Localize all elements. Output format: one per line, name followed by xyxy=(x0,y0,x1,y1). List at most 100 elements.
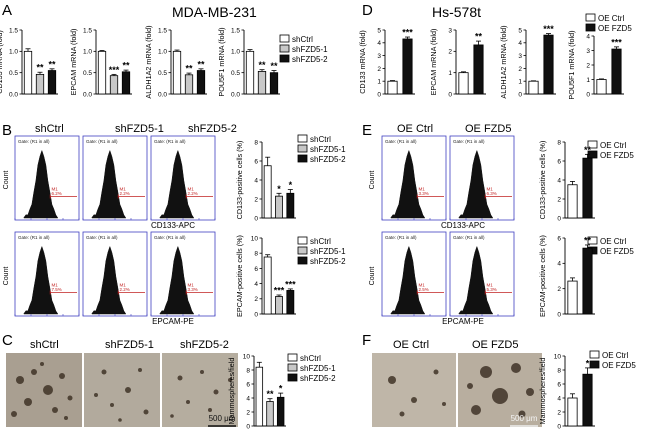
chart-a1-bar-2 xyxy=(47,70,57,95)
chart-d1-sig-1: *** xyxy=(402,28,413,38)
chart-d2: 0 1 2 3 EPCAM mRNA (fold) ** xyxy=(429,27,486,98)
chart-b1-ticklabel-3: 6 xyxy=(254,158,258,165)
chart-a1-ticklabel-3: 1.5 xyxy=(9,27,18,34)
chart-b2-ticklabel-4: 8 xyxy=(254,251,258,258)
scale-bar-label-f: 500 μm xyxy=(511,414,538,423)
flow-b1-1-m1: M1 xyxy=(119,186,126,191)
chart-a3-ticklabel-0: 0.0 xyxy=(158,91,167,98)
flow-header-oe-ctrl: OE Ctrl xyxy=(397,123,433,135)
chart-c1-ticklabel-2: 4 xyxy=(246,395,250,402)
flow-e2-1-pct: 5.3% xyxy=(486,287,496,292)
chart-a2-bar-2 xyxy=(121,71,131,95)
legend-e2-label-1: OE Ctrl xyxy=(600,237,626,246)
chart-d3-ylabel: ALDH1A2 mRNA (fold) xyxy=(499,25,508,98)
chart-a1-ylabel: CD133 mRNA (fold) xyxy=(0,30,4,94)
chart-e2-bar-1 xyxy=(582,247,593,315)
chart-e2-ylabel: EPCAM-positive cells (%) xyxy=(538,235,547,317)
chart-d4-ylabel: POU5F1 mRNA (fold) xyxy=(567,30,576,99)
sphere-21 xyxy=(228,378,232,382)
chart-a3: 0.0 0.5 1.0 1.5 ALDH1A2 mRNA (fold) ** ** xyxy=(144,25,207,99)
chart-f1: 0 2 4 6 8 10 Mammospheres/field * xyxy=(538,353,595,430)
chart-c1-ticklabel-4: 8 xyxy=(246,367,250,374)
chart-a1-bar-0 xyxy=(23,50,33,95)
flow-e1-0-gate: Gate: (R1 in all) xyxy=(385,139,417,144)
chart-b1-bar-2 xyxy=(286,192,295,219)
sphere-1 xyxy=(31,369,37,375)
chart-e1-ticklabel-0: 0 xyxy=(557,215,561,222)
sphere-11 xyxy=(125,387,131,393)
chart-f1-sig-1: * xyxy=(586,358,590,368)
chart-a3-bar-2 xyxy=(196,70,206,95)
chart-d1-ticklabel-5: 5 xyxy=(377,27,381,34)
flow-e1-0: Gate: (R1 in all) M13.3% xyxy=(381,135,447,221)
legend-a-swatch-2 xyxy=(279,44,290,53)
micro-bg-shfzd5-2 xyxy=(162,353,238,427)
flow-b2-1-peak xyxy=(91,245,127,315)
chart-b1-sig-1: * xyxy=(277,184,281,194)
chart-e1: 0 2 4 6 8 CD133-positive cells (%) ** xyxy=(538,139,595,222)
chart-a3-ylabel: ALDH1A2 mRNA (fold) xyxy=(144,25,153,98)
chart-d1: 0 1 2 3 4 5 CD133 mRNA (fold) *** xyxy=(358,27,415,98)
chart-d1-bar-1 xyxy=(402,38,413,95)
flow-b1-2: Gate: (R1 in all) M12.2% xyxy=(150,135,216,221)
flow-xlabel-e2: EPCAM-PE xyxy=(442,317,484,326)
panel-letter-c: C xyxy=(2,332,13,349)
chart-b1-ylabel: CD133-positive cells (%) xyxy=(235,141,244,220)
micro-image-oe-ctrl xyxy=(372,353,456,427)
flow-e1-1-peak xyxy=(458,149,494,219)
chart-d3-ticklabel-4: 4 xyxy=(518,40,522,47)
sphere-29 xyxy=(480,366,492,378)
legend-d-swatch-2 xyxy=(585,23,596,32)
legend-a-label-3: shFZD5-2 xyxy=(292,55,328,64)
chart-a4-bar-2 xyxy=(269,72,279,95)
micro-image-shfzd5-1 xyxy=(84,353,160,427)
flow-e2-0: Gate: (R1 in all) M12.5% xyxy=(381,231,447,317)
flow-b1-2-peak xyxy=(159,149,195,219)
chart-e2-ticklabel-3: 6 xyxy=(557,235,561,242)
legend-e2-label-2: OE FZD5 xyxy=(600,247,634,256)
sphere-3 xyxy=(59,373,65,379)
flow-b2-1-m1: M1 xyxy=(119,282,126,287)
chart-d4-ticklabel-2: 2 xyxy=(586,62,590,69)
sphere-17 xyxy=(177,375,183,381)
flow-b2-2: Gate: (R1 in all) M13.3% xyxy=(150,231,216,317)
chart-d1-ticklabel-0: 0 xyxy=(377,91,381,98)
chart-b1-ticklabel-4: 8 xyxy=(254,139,258,146)
chart-a1-ticklabel-1: 0.5 xyxy=(9,70,18,77)
flow-b2-0-gate: Gate: (R1 in all) xyxy=(18,235,50,240)
chart-a1: 0.0 0.5 1.0 1.5 CD133 mRNA (fold) ** ** xyxy=(0,27,58,98)
chart-d2-ticklabel-0: 0 xyxy=(448,91,452,98)
chart-a3-ticklabel-1: 0.5 xyxy=(158,70,167,77)
chart-b1-bar-1 xyxy=(275,195,283,219)
chart-a2-ticklabel-3: 1.5 xyxy=(83,27,92,34)
sphere-19 xyxy=(213,389,219,395)
chart-e2-sig-1: ** xyxy=(584,235,592,245)
legend-b1: shCtrl shFZD5-1 shFZD5-2 xyxy=(297,134,346,164)
flow-histograms: Gate: (R1 in all)M16.2%Gate: (R1 in all)… xyxy=(14,135,515,317)
micro-spheres xyxy=(11,362,534,422)
panel-letter-f: F xyxy=(362,332,371,349)
chart-d4-ticklabel-3: 3 xyxy=(586,48,590,55)
sphere-18 xyxy=(200,370,204,374)
flow-e1-0-peak xyxy=(390,149,426,219)
flow-b2-2-pct: 3.3% xyxy=(187,287,197,292)
sphere-5 xyxy=(52,407,58,413)
flow-b1-2-gate: Gate: (R1 in all) xyxy=(154,139,186,144)
chart-d2-sig-1: ** xyxy=(475,32,483,42)
legend-a-swatch-3 xyxy=(279,54,290,63)
chart-e1-bar-1 xyxy=(582,157,593,219)
chart-b1-ticklabel-1: 2 xyxy=(254,196,258,203)
legend-f-swatch-2 xyxy=(589,360,600,369)
flow-b1-1-pct: 2.2% xyxy=(119,191,129,196)
legend-c-swatch-2 xyxy=(287,363,298,372)
chart-a2-ylabel: EPCAM mRNA (fold) xyxy=(69,29,78,96)
flow-b1-0-peak xyxy=(23,149,59,219)
panel-letter-a: A xyxy=(2,2,12,19)
chart-d3-ticklabel-2: 2 xyxy=(518,66,522,73)
chart-c1-bar-1 xyxy=(266,401,274,427)
chart-a1-ticklabel-0: 0.0 xyxy=(9,91,18,98)
sphere-25 xyxy=(411,397,417,403)
chart-c1-ticklabel-5: 10 xyxy=(243,353,251,360)
flow-e1-1: Gate: (R1 in all) M16.3% xyxy=(449,135,515,221)
